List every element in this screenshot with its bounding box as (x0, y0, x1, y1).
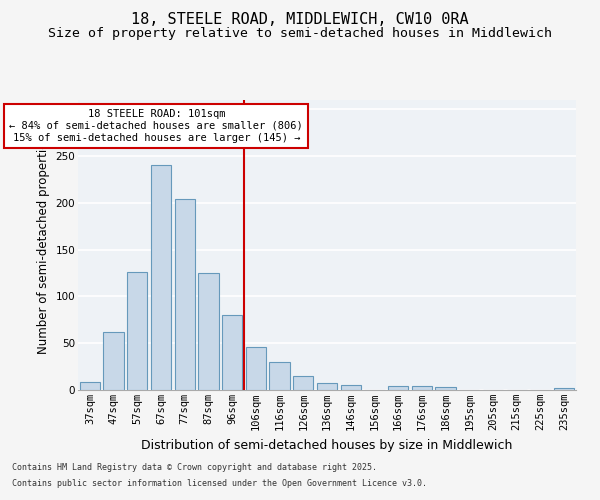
Text: 18, STEELE ROAD, MIDDLEWICH, CW10 0RA: 18, STEELE ROAD, MIDDLEWICH, CW10 0RA (131, 12, 469, 28)
Bar (554, 388, 574, 390)
Bar (199, 273, 218, 390)
Bar (293, 376, 313, 390)
Y-axis label: Number of semi-detached properties: Number of semi-detached properties (37, 136, 50, 354)
Bar (222, 315, 242, 390)
Bar (151, 164, 171, 390)
Bar (412, 386, 432, 390)
Bar (246, 347, 266, 390)
Bar (103, 332, 124, 390)
Bar (269, 362, 290, 390)
X-axis label: Distribution of semi-detached houses by size in Middlewich: Distribution of semi-detached houses by … (142, 438, 512, 452)
Bar (436, 387, 455, 390)
Bar (317, 382, 337, 390)
Text: Contains HM Land Registry data © Crown copyright and database right 2025.: Contains HM Land Registry data © Crown c… (12, 464, 377, 472)
Bar (341, 386, 361, 390)
Bar (127, 272, 148, 390)
Bar (175, 199, 195, 390)
Bar (80, 382, 100, 390)
Text: Size of property relative to semi-detached houses in Middlewich: Size of property relative to semi-detach… (48, 28, 552, 40)
Text: Contains public sector information licensed under the Open Government Licence v3: Contains public sector information licen… (12, 478, 427, 488)
Text: 18 STEELE ROAD: 101sqm
← 84% of semi-detached houses are smaller (806)
15% of se: 18 STEELE ROAD: 101sqm ← 84% of semi-det… (10, 110, 303, 142)
Bar (388, 386, 408, 390)
